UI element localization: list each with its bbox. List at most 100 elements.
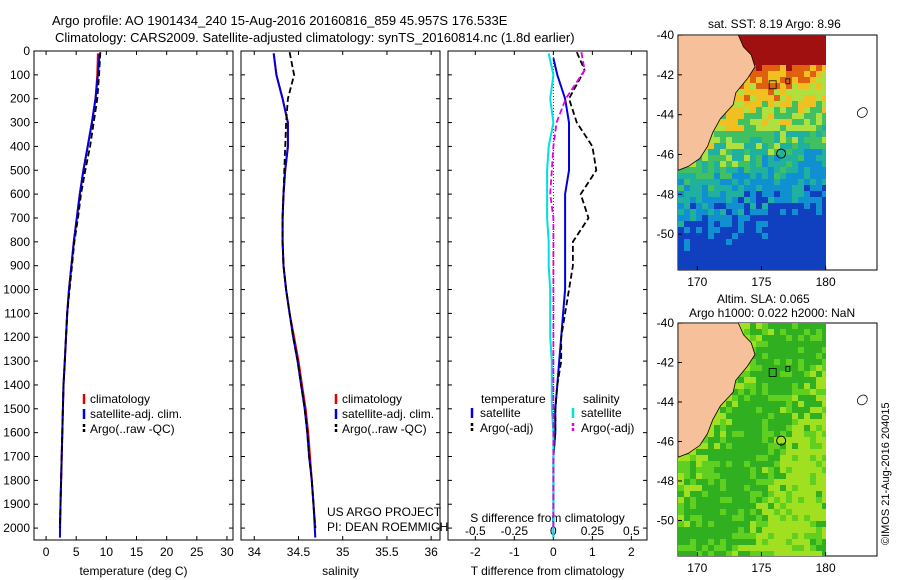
map-cell — [702, 227, 709, 234]
map-cell — [816, 527, 823, 534]
map-cell — [792, 455, 799, 462]
map-cell — [756, 521, 763, 528]
map-cell — [726, 119, 733, 126]
map-cell — [732, 527, 739, 534]
map-cell — [786, 119, 793, 126]
map-cell — [744, 179, 751, 186]
map-cell — [744, 107, 751, 114]
map-cell — [726, 395, 733, 402]
map-x-tick-label: 175 — [751, 275, 771, 289]
map-cell — [756, 539, 763, 546]
map-cell — [714, 251, 721, 258]
map-cell — [732, 503, 739, 510]
map-cell — [816, 353, 823, 360]
map-cell — [774, 365, 781, 372]
map-cell — [798, 431, 805, 438]
project-label: US ARGO PROJECT — [327, 505, 442, 519]
map-cell — [690, 533, 697, 540]
map-cell — [798, 485, 805, 492]
map-cell — [744, 413, 751, 420]
map-cell — [774, 179, 781, 186]
map-cell — [738, 239, 745, 246]
map-y-tick-label: -46 — [657, 147, 675, 161]
map-cell — [792, 395, 799, 402]
map-cell — [822, 233, 826, 240]
map-cell — [792, 389, 799, 396]
map-cell — [780, 407, 787, 414]
map-cell — [744, 173, 751, 180]
map-cell — [756, 437, 763, 444]
map-cell — [786, 485, 793, 492]
map-cell — [696, 485, 703, 492]
map-cell — [726, 251, 733, 258]
map-cell — [810, 101, 817, 108]
map-cell — [774, 269, 781, 270]
map-cell — [780, 59, 787, 66]
map-cell — [816, 413, 823, 420]
map-cell — [762, 485, 769, 492]
map-cell — [738, 521, 745, 528]
map-cell — [684, 203, 691, 210]
map-cell — [804, 383, 811, 390]
map-cell — [804, 455, 811, 462]
map-cell — [756, 329, 763, 336]
map-cell — [798, 83, 805, 90]
map-cell — [732, 119, 739, 126]
map-cell — [732, 455, 739, 462]
map-cell — [708, 239, 715, 246]
map-cell — [702, 209, 709, 216]
map-cell — [822, 467, 826, 474]
map-cell — [762, 173, 769, 180]
map-cell — [702, 545, 709, 552]
map-cell — [738, 257, 745, 264]
map-cell — [810, 365, 817, 372]
x-tick-label: 34 — [248, 545, 262, 559]
map-cell — [804, 257, 811, 264]
map-cell — [696, 521, 703, 528]
map-cell — [768, 71, 775, 78]
map-cell — [744, 455, 751, 462]
map-cell — [690, 227, 697, 234]
map-cell — [768, 209, 775, 216]
map-cell — [774, 527, 781, 534]
map-cell — [792, 365, 799, 372]
map-cell — [774, 47, 781, 54]
map-cell — [732, 551, 739, 556]
map-cell — [768, 149, 775, 156]
map-cell — [816, 443, 823, 450]
map-cell — [810, 71, 817, 78]
map-y-tick-label: -42 — [657, 68, 675, 82]
map-cell — [810, 161, 817, 168]
map-cell — [702, 263, 709, 270]
map-cell — [798, 443, 805, 450]
map-cell — [792, 263, 799, 270]
map-cell — [792, 179, 799, 186]
map-cell — [732, 467, 739, 474]
y-tick-label: 1400 — [3, 378, 30, 392]
map-cell — [732, 413, 739, 420]
map-cell — [750, 269, 757, 270]
map-cell — [810, 461, 817, 468]
map-cell — [822, 113, 826, 120]
map-cell — [720, 257, 727, 264]
map-cell — [822, 41, 826, 48]
map-cell — [690, 251, 697, 258]
map-cell — [702, 191, 709, 198]
map-cell — [822, 473, 826, 480]
map-cell — [768, 233, 775, 240]
map-cell — [738, 407, 745, 414]
map-cell — [822, 185, 826, 192]
map-cell — [708, 251, 715, 258]
map-cell — [750, 209, 757, 216]
map-cell — [768, 197, 775, 204]
map-cell — [738, 35, 745, 42]
map-cell — [786, 215, 793, 222]
map-cell — [714, 461, 721, 468]
map-cell — [732, 419, 739, 426]
map-cell — [720, 173, 727, 180]
map-cell — [714, 269, 721, 270]
map-cell — [750, 107, 757, 114]
map-cell — [816, 491, 823, 498]
map-cell — [690, 485, 697, 492]
